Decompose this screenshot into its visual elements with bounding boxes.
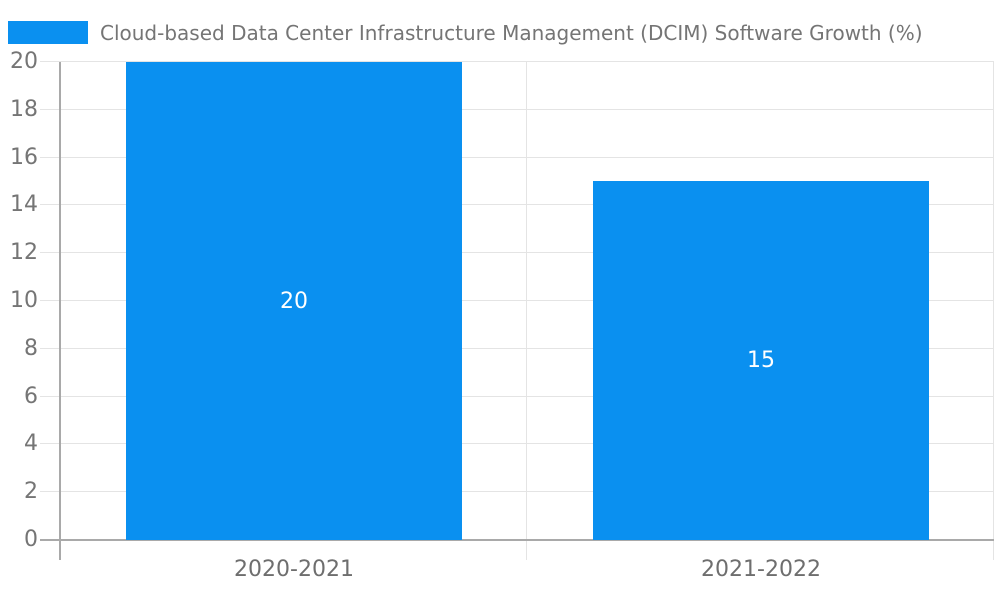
- grid-line-h: [60, 491, 994, 492]
- bar-2021-2022[interactable]: 15: [593, 181, 929, 540]
- y-tick-label: 8: [24, 336, 38, 361]
- y-tick-label: 4: [24, 431, 38, 456]
- bar-value-label: 20: [280, 288, 308, 314]
- grid-line-h: [60, 396, 994, 397]
- y-tick-mark: [40, 204, 60, 205]
- y-tick-mark: [40, 109, 60, 110]
- y-tick-mark: [40, 443, 60, 444]
- grid-line-h: [60, 157, 994, 158]
- bar-2020-2021[interactable]: 20: [126, 62, 462, 540]
- grid-line-v: [993, 62, 994, 560]
- grid-line-h: [60, 348, 994, 349]
- y-tick-mark: [40, 491, 60, 492]
- grid-line-h: [60, 109, 994, 110]
- y-tick-label: 12: [10, 240, 38, 265]
- y-tick-label: 14: [10, 192, 38, 217]
- grid-line-h: [60, 204, 994, 205]
- y-tick-label: 20: [10, 49, 38, 74]
- y-axis-line: [59, 62, 61, 560]
- x-axis-line: [40, 539, 994, 541]
- y-tick-mark: [40, 300, 60, 301]
- x-tick-label: 2021-2022: [701, 557, 821, 582]
- y-tick-label: 16: [10, 145, 38, 170]
- legend[interactable]: Cloud-based Data Center Infrastructure M…: [8, 20, 923, 45]
- legend-swatch-icon: [8, 21, 88, 44]
- y-tick-mark: [40, 61, 60, 62]
- y-tick-label: 2: [24, 479, 38, 504]
- grid-line-h: [60, 252, 994, 253]
- bar-value-label: 15: [747, 348, 775, 373]
- grid-line-h: [60, 61, 994, 62]
- y-tick-label: 10: [10, 288, 38, 313]
- grid-line-h: [60, 300, 994, 301]
- legend-label: Cloud-based Data Center Infrastructure M…: [100, 20, 923, 45]
- grid-line-h: [60, 443, 994, 444]
- y-tick-label: 0: [24, 527, 38, 552]
- y-tick-mark: [40, 252, 60, 253]
- x-tick-label: 2020-2021: [234, 557, 354, 582]
- y-tick-mark: [40, 157, 60, 158]
- y-tick-label: 6: [24, 384, 38, 409]
- y-tick-mark: [40, 396, 60, 397]
- plot-area: 0 2 4 6 8 10 12 14 16 18 20 20 15 2020-2021 2021-2022: [10, 49, 994, 582]
- y-tick-label: 18: [10, 97, 38, 122]
- y-tick-mark: [40, 348, 60, 349]
- grid-line-v: [526, 62, 527, 560]
